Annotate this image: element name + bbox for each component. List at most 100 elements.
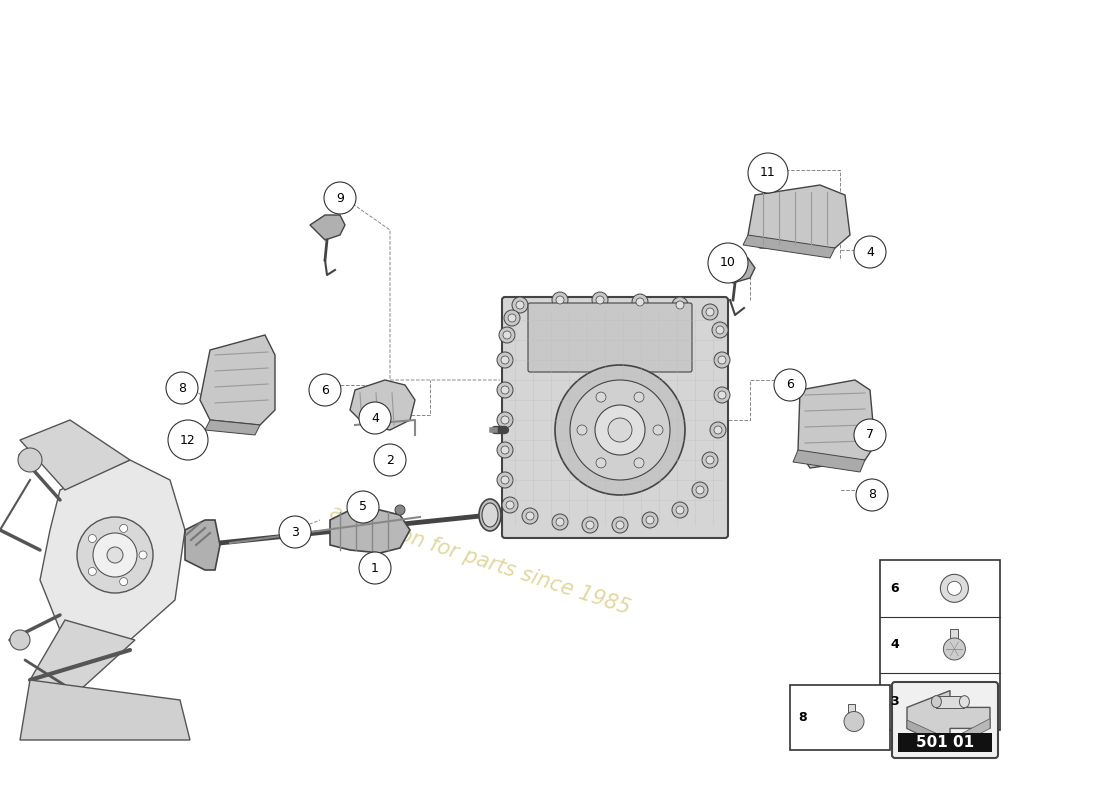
Circle shape	[18, 448, 42, 472]
Circle shape	[88, 534, 97, 542]
Polygon shape	[185, 520, 220, 570]
Circle shape	[854, 236, 886, 268]
Polygon shape	[748, 185, 850, 248]
Circle shape	[596, 392, 606, 402]
FancyBboxPatch shape	[892, 682, 998, 758]
Bar	[936, 696, 965, 708]
Ellipse shape	[932, 696, 942, 708]
Polygon shape	[20, 420, 130, 490]
Circle shape	[359, 402, 390, 434]
Circle shape	[608, 418, 632, 442]
Polygon shape	[908, 690, 990, 750]
Text: 6: 6	[786, 378, 794, 391]
Circle shape	[632, 294, 648, 310]
Text: 3: 3	[890, 695, 899, 708]
Circle shape	[947, 582, 961, 595]
Circle shape	[77, 517, 153, 593]
Text: 1: 1	[371, 562, 378, 574]
Bar	[790, 685, 890, 750]
Circle shape	[497, 352, 513, 368]
Circle shape	[500, 356, 509, 364]
Circle shape	[500, 446, 509, 454]
Circle shape	[309, 374, 341, 406]
Circle shape	[708, 243, 748, 283]
Text: 8: 8	[868, 489, 876, 502]
Bar	[880, 560, 1000, 730]
Circle shape	[324, 182, 356, 214]
Circle shape	[512, 297, 528, 313]
Ellipse shape	[482, 503, 498, 527]
Circle shape	[168, 420, 208, 460]
Ellipse shape	[478, 499, 500, 531]
Circle shape	[497, 382, 513, 398]
Circle shape	[552, 292, 568, 308]
Circle shape	[616, 521, 624, 529]
Polygon shape	[798, 380, 875, 468]
Circle shape	[552, 514, 568, 530]
Text: 3: 3	[292, 526, 299, 538]
Circle shape	[714, 352, 730, 368]
Circle shape	[718, 356, 726, 364]
Circle shape	[636, 298, 644, 306]
Circle shape	[712, 322, 728, 338]
Circle shape	[706, 456, 714, 464]
Circle shape	[107, 547, 123, 563]
Circle shape	[522, 508, 538, 524]
Circle shape	[596, 458, 606, 468]
Circle shape	[94, 533, 138, 577]
Circle shape	[582, 517, 598, 533]
Circle shape	[10, 630, 30, 650]
Circle shape	[844, 711, 864, 731]
Circle shape	[346, 491, 380, 523]
Circle shape	[676, 301, 684, 309]
Circle shape	[646, 516, 654, 524]
Circle shape	[499, 327, 515, 343]
Circle shape	[634, 458, 643, 468]
Circle shape	[672, 297, 688, 313]
Circle shape	[702, 304, 718, 320]
Circle shape	[556, 518, 564, 526]
Circle shape	[88, 567, 97, 575]
Circle shape	[676, 506, 684, 514]
Circle shape	[139, 551, 147, 559]
Circle shape	[497, 412, 513, 428]
Text: a passion for parts since 1985: a passion for parts since 1985	[327, 502, 632, 618]
Bar	[950, 629, 958, 647]
Circle shape	[526, 512, 534, 520]
Polygon shape	[205, 420, 260, 435]
Polygon shape	[200, 335, 275, 425]
Text: 6: 6	[890, 582, 899, 595]
Circle shape	[854, 419, 886, 451]
Ellipse shape	[959, 696, 969, 708]
Circle shape	[500, 386, 509, 394]
Polygon shape	[40, 460, 185, 640]
Circle shape	[718, 391, 726, 399]
Circle shape	[653, 425, 663, 435]
Circle shape	[692, 482, 708, 498]
Circle shape	[374, 444, 406, 476]
Circle shape	[748, 153, 788, 193]
Circle shape	[395, 505, 405, 515]
Polygon shape	[330, 510, 410, 553]
Circle shape	[570, 380, 670, 480]
Circle shape	[166, 372, 198, 404]
Text: 4: 4	[890, 638, 899, 651]
Text: 8: 8	[798, 711, 806, 724]
Text: 7: 7	[866, 429, 874, 442]
Polygon shape	[718, 258, 755, 283]
Circle shape	[503, 331, 512, 339]
Circle shape	[856, 479, 888, 511]
Circle shape	[944, 638, 966, 660]
Circle shape	[556, 296, 564, 304]
Circle shape	[592, 292, 608, 308]
Circle shape	[586, 521, 594, 529]
Text: 501 01: 501 01	[916, 735, 975, 750]
Circle shape	[556, 365, 685, 495]
Text: 5: 5	[359, 501, 367, 514]
Polygon shape	[20, 680, 190, 740]
Circle shape	[497, 442, 513, 458]
Circle shape	[696, 486, 704, 494]
Circle shape	[504, 310, 520, 326]
Circle shape	[716, 326, 724, 334]
Text: 10: 10	[720, 257, 736, 270]
